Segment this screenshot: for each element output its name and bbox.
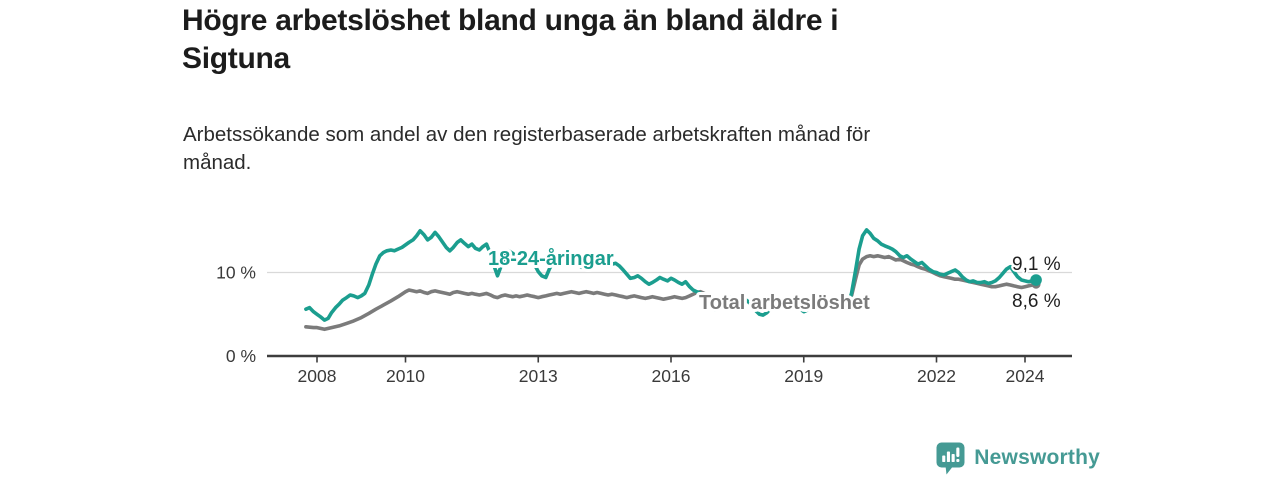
y-axis-label-0: 0 % <box>226 346 256 366</box>
bar-chart-badge-icon <box>936 442 965 474</box>
series-label-total: Total arbetslöshet <box>699 292 870 314</box>
y-axis-label-10: 10 % <box>216 263 256 283</box>
end-value-label-youth: 9,1 % <box>1012 254 1061 275</box>
subtitle-line-2: månad. <box>183 151 252 174</box>
series-line-youth <box>304 228 1038 322</box>
x-axis-label-2008: 2008 <box>298 366 337 386</box>
x-axis-label-2016: 2016 <box>652 366 691 386</box>
title-line-2: Sigtuna <box>182 42 290 75</box>
newsworthy-logo: Newsworthy <box>936 440 1100 476</box>
x-axis-label-2010: 2010 <box>386 366 425 386</box>
page-title: Högre arbetslöshet bland unga än bland ä… <box>182 2 1102 78</box>
x-axis-label-2024: 2024 <box>1006 366 1045 386</box>
end-dot-youth <box>1030 274 1042 286</box>
chart-subtitle: Arbetssökande som andel av den registerb… <box>183 121 1063 177</box>
x-axis-label-2019: 2019 <box>784 366 823 386</box>
title-line-1: Högre arbetslöshet bland unga än bland ä… <box>182 4 839 37</box>
end-value-label-total: 8,6 % <box>1012 291 1061 312</box>
x-axis-label-2022: 2022 <box>917 366 956 386</box>
series-label-youth: 18-24-åringar <box>488 247 614 270</box>
subtitle-line-1: Arbetssökande som andel av den registerb… <box>183 123 871 146</box>
x-axis-label-2013: 2013 <box>519 366 558 386</box>
brand-name: Newsworthy <box>974 446 1100 469</box>
